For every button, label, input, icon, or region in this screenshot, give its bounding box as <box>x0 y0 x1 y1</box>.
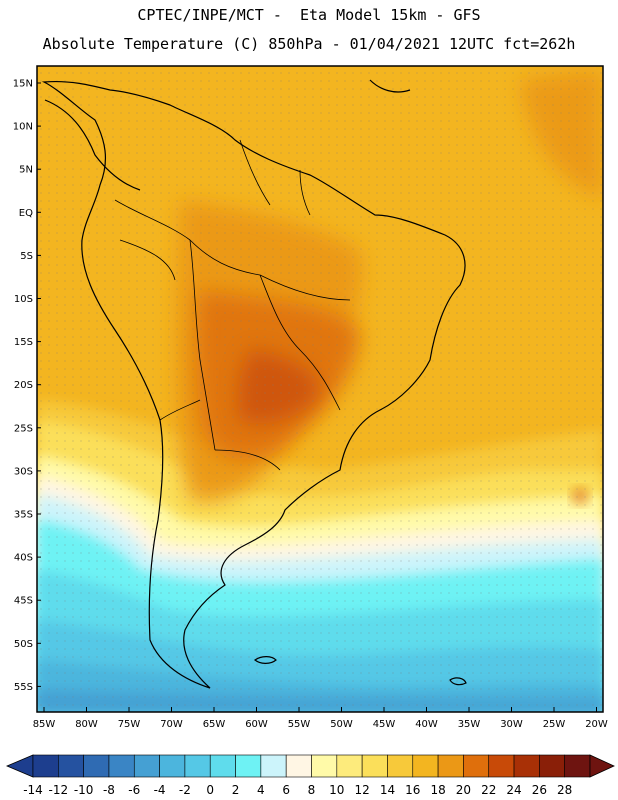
map-title-line2: Absolute Temperature (C) 850hPa - 01/04/… <box>42 35 576 53</box>
lat-label: 30S <box>14 466 33 477</box>
colorbar-label: 16 <box>405 783 420 797</box>
map-frame <box>36 65 604 713</box>
colorbar-label: 4 <box>257 783 265 797</box>
colorbar-label: -4 <box>154 783 166 797</box>
colorbar-swatch <box>32 754 59 778</box>
colorbar-swatch <box>260 754 287 778</box>
colorbar-label: 24 <box>506 783 521 797</box>
colorbar-label: -8 <box>103 783 115 797</box>
lat-label: 40S <box>14 553 33 564</box>
colorbar-swatch <box>83 754 110 778</box>
colorbar-swatch <box>209 754 236 778</box>
lat-label: 25S <box>14 423 33 434</box>
colorbar-label: 6 <box>282 783 290 797</box>
colorbar-label: -10 <box>74 783 94 797</box>
country-borders <box>114 139 351 471</box>
colorbar-swatch <box>235 754 262 778</box>
lon-label: 35W <box>458 719 481 730</box>
colorbar-swatch <box>285 754 312 778</box>
lon-label: 75W <box>118 719 141 730</box>
colorbar-swatch <box>311 754 338 778</box>
colorbar-label: 18 <box>430 783 445 797</box>
colorbar-swatch <box>564 754 591 778</box>
lon-label: 50W <box>330 719 353 730</box>
colorbar-swatch <box>488 754 515 778</box>
colorbar-swatch <box>336 754 363 778</box>
lat-label: 35S <box>14 510 33 521</box>
lon-label: 45W <box>373 719 396 730</box>
colorbar-label: 28 <box>557 783 572 797</box>
lat-label: 45S <box>14 596 33 607</box>
lon-label: 25W <box>543 719 566 730</box>
colorbar-swatch <box>437 754 464 778</box>
colorbar-swatch <box>539 754 565 778</box>
colorbar-swatch <box>133 754 160 778</box>
colorbar-label: -6 <box>128 783 140 797</box>
colorbar-label: 2 <box>232 783 240 797</box>
lat-label: 50S <box>14 639 33 650</box>
lat-label: 15N <box>13 79 33 90</box>
lon-label: 55W <box>288 719 311 730</box>
lon-label: 60W <box>245 719 268 730</box>
coastline <box>41 79 467 689</box>
lon-label: 70W <box>160 719 183 730</box>
longitude-axis: 85W 80W 75W 70W 65W 60W 55W 50W 45W 40W 35W 30W 25W 2… <box>33 707 608 730</box>
colorbar-label: -12 <box>49 783 69 797</box>
colorbar-swatch <box>184 754 211 778</box>
colorbar-swatch <box>463 754 490 778</box>
colorbar-label: 0 <box>206 783 214 797</box>
lat-label: 5N <box>19 165 33 176</box>
lat-label: 55S <box>14 682 33 693</box>
lon-label: 30W <box>500 719 523 730</box>
colorbar-label: 14 <box>380 783 395 797</box>
colorbar-label: 8 <box>308 783 316 797</box>
temperature-field <box>37 66 603 712</box>
lon-label: 65W <box>203 719 226 730</box>
lon-label: 80W <box>75 719 98 730</box>
colorbar-max-arrow <box>589 754 615 778</box>
lon-label: 40W <box>415 719 438 730</box>
colorbar-label: -14 <box>23 783 43 797</box>
colorbar-label: 20 <box>456 783 471 797</box>
colorbar-swatch <box>159 754 186 778</box>
lon-label: 85W <box>33 719 56 730</box>
lon-label: 20W <box>585 719 608 730</box>
lat-label: 20S <box>14 380 33 391</box>
colorbar-label: 26 <box>532 783 547 797</box>
colorbar-swatch <box>412 754 439 778</box>
colorbar-swatch <box>387 754 414 778</box>
colorbar-min-arrow <box>5 754 34 778</box>
colorbar-label: 22 <box>481 783 496 797</box>
colorbar-label: 10 <box>329 783 344 797</box>
colorbar-label: -2 <box>179 783 191 797</box>
colorbar-swatch <box>361 754 388 778</box>
colorbar-swatch <box>58 754 84 778</box>
colorbar-swatch <box>108 754 135 778</box>
lat-label: 10N <box>13 122 33 133</box>
lat-label: 5S <box>20 251 33 262</box>
colorbar-swatch <box>513 754 540 778</box>
lat-label: 10S <box>14 294 33 305</box>
colorbar-label: 12 <box>354 783 369 797</box>
latitude-axis: 15N 10N 5N EQ 5S 10S 15S 20S 25S 30S 35S 40S 45S 50S 5… <box>13 79 41 693</box>
lat-label: 15S <box>14 337 33 348</box>
colorbar: -14 -12 -10 -8 -6 -4 -2 0 2 4 6 8 10 12 14 16 18 20 22 24 26… <box>5 754 615 797</box>
map-title-line1: CPTEC/INPE/MCT - Eta Model 15km - GFS <box>137 6 481 24</box>
lat-label: EQ <box>19 208 33 219</box>
